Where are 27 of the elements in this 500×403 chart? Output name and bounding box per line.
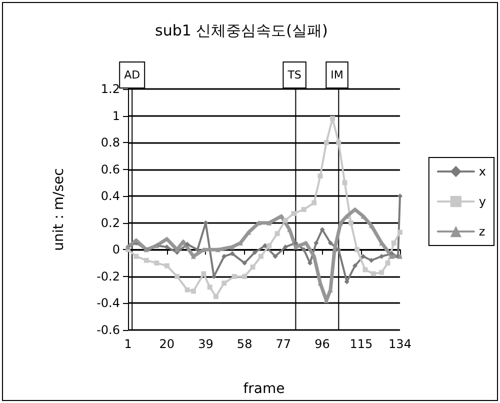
y-tick-label: 0.2 [100, 216, 120, 230]
x-tick-label: 77 [276, 337, 292, 351]
x-tick-label: 96 [314, 337, 330, 351]
x-tick-label: 20 [159, 337, 174, 351]
x-tick-label: 58 [236, 337, 252, 351]
y-tick-label: 1 [112, 108, 120, 123]
y-tick-label: -0.2 [96, 269, 120, 284]
x-tick-label: 1 [124, 337, 132, 351]
x-tick-label: 134 [388, 337, 412, 351]
x-tick-label: 115 [350, 337, 373, 351]
y-tick-label: 0.6 [100, 162, 120, 176]
legend-label: z [478, 224, 486, 238]
y-tick-label: 1.2 [100, 82, 120, 96]
y-tick-label: -0.6 [96, 323, 120, 337]
ref-line-label: IM [330, 68, 344, 82]
legend-label: y [478, 194, 486, 208]
y-tick-label: 0.8 [100, 136, 120, 150]
y-tick-label: -0.4 [96, 296, 120, 310]
chart-title: sub1 신체중심속도(실패) [155, 22, 328, 40]
y-tick-label: 0 [112, 242, 120, 257]
ref-line-label: AD [124, 68, 140, 82]
y-tick-label: 0.4 [100, 189, 120, 204]
x-axis-title: frame [243, 381, 285, 397]
x-tick-label: 39 [198, 337, 214, 351]
legend-label: x [478, 164, 486, 178]
ref-line-label: TS [286, 68, 302, 82]
y-axis-title: unit : m/sec [51, 168, 67, 251]
